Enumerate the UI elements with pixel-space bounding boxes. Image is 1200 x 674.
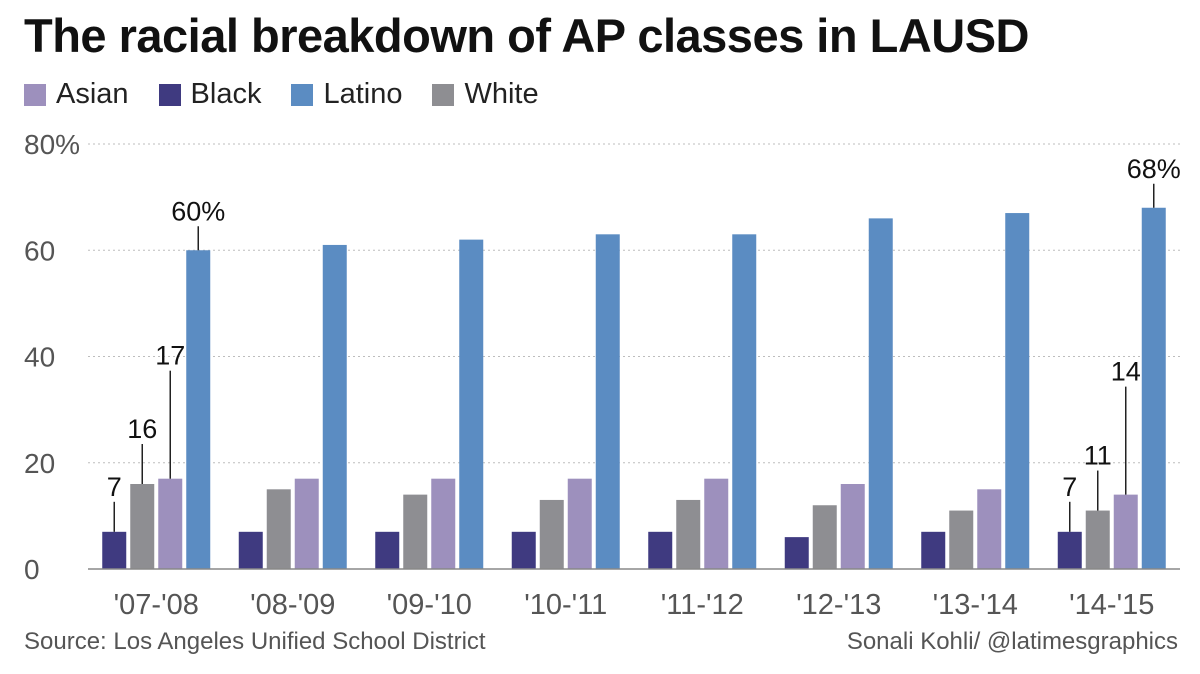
source-note: Source: Los Angeles Unified School Distr… [24,628,486,655]
legend-swatch-latino [291,83,314,106]
bar-black [921,531,946,569]
bar-asian [294,478,319,569]
y-tick-label: 20 [24,448,55,479]
data-label: 60% [171,196,225,226]
bar-latino [1005,213,1030,569]
data-label: 17 [155,341,185,371]
bar-black [375,531,400,569]
bar-asian [840,484,865,569]
x-tick-label: '13-'14 [933,589,1018,621]
legend-swatch-black [158,83,181,106]
bar-white [130,484,155,569]
data-label: 11 [1084,441,1112,471]
legend-item-black: Black [158,78,262,111]
bar-asian [158,478,183,569]
x-tick-label: '09-'10 [387,589,472,621]
credit-note: Sonali Kohli/ @latimesgraphics [846,628,1178,655]
legend-item-white: White [432,78,539,111]
x-tick-label: '14-'15 [1069,589,1154,621]
chart-title: The racial breakdown of AP classes in LA… [24,9,1030,62]
bar-black [784,537,809,569]
x-tick-label: '10-'11 [524,589,607,621]
bar-black [648,531,673,569]
data-label: 68% [1127,154,1181,184]
bar-latino [459,239,484,569]
x-tick-label: '08-'09 [250,589,335,621]
bar-latino [1141,207,1166,569]
bar-black [102,531,127,569]
legend: Asian Black Latino White [24,78,569,111]
bar-latino [322,244,347,569]
y-tick-label: 60 [24,235,55,266]
bar-asian [567,478,592,569]
data-label: 14 [1111,357,1141,387]
data-label: 16 [127,414,157,444]
bar-asian [431,478,456,569]
bar-black [238,531,263,569]
bar-white [266,489,291,569]
legend-label-black: Black [190,78,262,110]
legend-label-latino: Latino [323,78,403,110]
y-tick-label: 80% [24,129,80,160]
bar-latino [186,250,211,569]
bar-white [539,499,564,569]
bar-white [812,505,837,569]
legend-label-white: White [464,78,539,110]
legend-swatch-white [432,83,455,106]
legend-label-asian: Asian [56,78,129,110]
bar-black [511,531,536,569]
legend-item-latino: Latino [291,78,402,111]
x-tick-label: '12-'13 [796,589,881,621]
bar-asian [977,489,1002,569]
x-tick-label: '07-'08 [114,589,199,621]
bar-latino [868,218,893,569]
bar-white [403,494,428,569]
bar-asian [704,478,729,569]
x-tick-label: '11-'12 [661,589,744,621]
bar-asian [1113,494,1138,569]
legend-item-asian: Asian [24,78,129,111]
y-tick-label: 0 [24,554,40,585]
bar-white [1085,510,1110,569]
bar-black [1057,531,1082,569]
bar-white [676,499,701,569]
bar-latino [732,234,757,569]
legend-swatch-asian [24,83,46,106]
data-label: 7 [107,472,122,502]
data-label: 7 [1062,472,1077,502]
bar-latino [595,234,620,569]
bar-white [949,510,974,569]
y-tick-label: 40 [24,342,55,373]
